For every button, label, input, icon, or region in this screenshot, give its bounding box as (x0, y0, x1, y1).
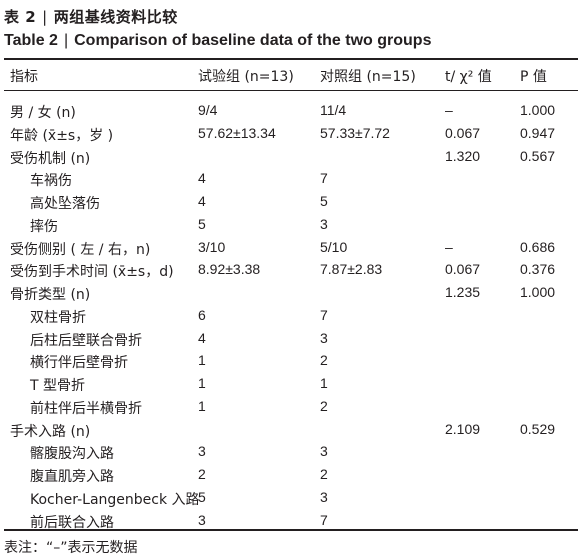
trial-group-value: 3/10 (198, 238, 226, 255)
p-value: 0.376 (520, 261, 556, 278)
row-label: 车祸伤 (30, 173, 72, 190)
test-statistic-value: 0.067 (445, 124, 481, 141)
control-group-value: 7 (320, 306, 328, 323)
row-label: 前后联合入路 (30, 514, 114, 531)
test-statistic-value: – (445, 102, 453, 118)
trial-group-value: 9/4 (198, 102, 218, 118)
header-p-value: P 值 (520, 69, 547, 85)
control-group-value: 7 (320, 170, 328, 187)
row-label: 受伤到手术时间 (x̄±s，d) (10, 264, 174, 281)
p-value: 1.000 (520, 102, 556, 118)
row-label: 前柱伴后半横骨折 (30, 400, 142, 417)
row-label: 后柱后壁联合骨折 (30, 332, 142, 349)
row-label: 男 / 女 (n) (10, 105, 76, 121)
control-group-value: 11/4 (320, 102, 347, 118)
control-group-value: 2 (320, 397, 328, 414)
trial-group-value: 1 (198, 397, 206, 414)
control-group-value: 3 (320, 215, 328, 232)
header-control-group: 对照组 (n=15) (320, 69, 416, 85)
title-separator-en: | (63, 32, 69, 49)
row-label: 高处坠落伤 (30, 196, 100, 212)
test-statistic-value: 1.235 (445, 284, 481, 300)
trial-group-value: 4 (198, 170, 206, 187)
trial-group-value: 6 (198, 306, 206, 323)
row-label: 年龄 (x̄±s，岁 ) (10, 127, 114, 144)
table-caption-zh: 两组基线资料比较 (53, 8, 178, 26)
control-group-value: 7 (320, 511, 328, 528)
table-title-zh: 表 2 | 两组基线资料比较 (4, 6, 178, 27)
control-group-value: 7.87±2.83 (320, 261, 383, 278)
row-label: 受伤侧别 ( 左 / 右，n) (10, 241, 151, 258)
row-label: 骨折类型 (n) (10, 287, 91, 303)
row-label: T 型骨折 (30, 378, 86, 394)
control-group-value: 3 (320, 443, 328, 460)
control-group-value: 2 (320, 352, 328, 369)
trial-group-value: 1 (198, 352, 206, 369)
test-statistic-value: 2.109 (445, 420, 481, 437)
row-label: 双柱骨折 (30, 309, 86, 326)
p-value: 0.567 (520, 147, 556, 164)
table-number-en: Table 2 (4, 32, 58, 49)
control-group-value: 3 (320, 329, 328, 346)
control-group-value: 1 (320, 375, 328, 391)
p-value: 0.529 (520, 420, 556, 437)
table-footnote: 表注：“–”表示无数据 (4, 540, 138, 556)
row-label: Kocher-Langenbeck 入路 (30, 491, 200, 508)
test-statistic-value: 0.067 (445, 261, 481, 278)
header-trial-group: 试验组 (n=13) (198, 69, 294, 85)
trial-group-value: 2 (198, 466, 206, 482)
control-group-value: 57.33±7.72 (320, 124, 390, 141)
control-group-value: 2 (320, 466, 328, 482)
table-header-rule (4, 90, 578, 91)
trial-group-value: 4 (198, 329, 206, 346)
header-indicator: 指标 (10, 69, 38, 85)
p-value: 0.947 (520, 124, 556, 141)
table-bottom-rule (4, 529, 578, 531)
trial-group-value: 3 (198, 511, 206, 528)
p-value: 0.686 (520, 238, 556, 255)
test-statistic-value: – (445, 238, 453, 255)
trial-group-value: 8.92±3.38 (198, 261, 261, 278)
trial-group-value: 5 (198, 488, 206, 505)
control-group-value: 3 (320, 488, 328, 505)
row-label: 受伤机制 (n) (10, 150, 91, 167)
row-label: 腹直肌旁入路 (30, 469, 114, 485)
table-caption-en: Comparison of baseline data of the two g… (74, 32, 432, 49)
row-label: 手术入路 (n) (10, 423, 91, 440)
trial-group-value: 57.62±13.34 (198, 124, 276, 141)
header-test-statistic: t/ χ² 值 (445, 69, 492, 85)
title-separator-zh: | (42, 8, 48, 26)
control-group-value: 5 (320, 193, 328, 209)
row-label: 髂腹股沟入路 (30, 446, 114, 463)
table-number-zh: 表 2 (4, 8, 37, 26)
table-title-en: Table 2 | Comparison of baseline data of t… (4, 32, 431, 50)
trial-group-value: 1 (198, 375, 206, 391)
trial-group-value: 3 (198, 443, 206, 460)
p-value: 1.000 (520, 284, 556, 300)
row-label: 横行伴后壁骨折 (30, 355, 128, 372)
test-statistic-value: 1.320 (445, 147, 481, 164)
trial-group-value: 4 (198, 193, 206, 209)
row-label: 摔伤 (30, 218, 58, 235)
control-group-value: 5/10 (320, 238, 348, 255)
table-top-rule (4, 58, 578, 60)
table-header-row: 指标 试验组 (n=13) 对照组 (n=15) t/ χ² 值 P 值 (0, 66, 582, 88)
trial-group-value: 5 (198, 215, 206, 232)
